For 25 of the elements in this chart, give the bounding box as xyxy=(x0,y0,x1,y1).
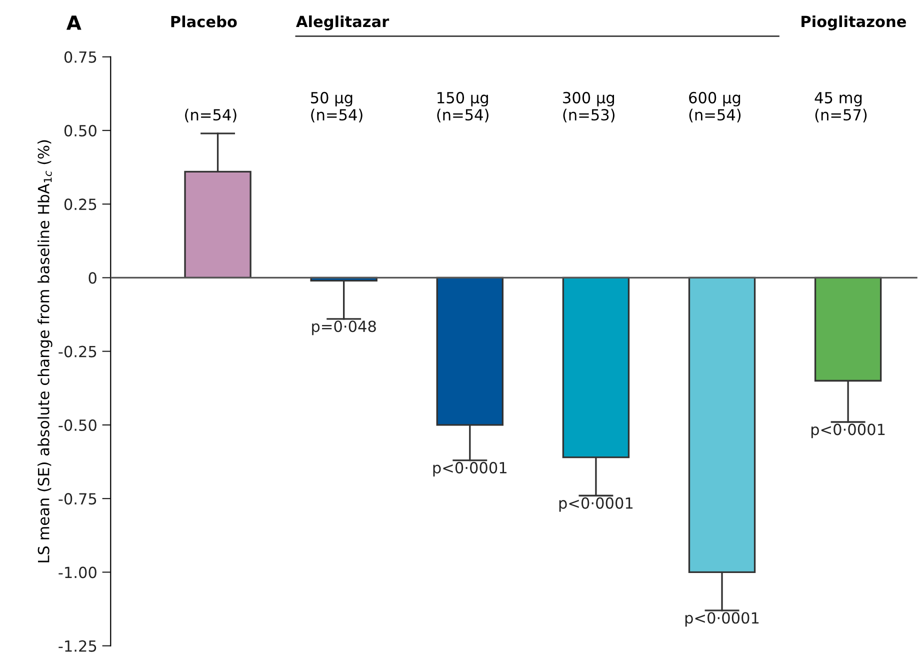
data-label: p<0·0001 xyxy=(433,462,506,476)
y-tick-label: 0.50 xyxy=(64,124,96,136)
text: Pioglitazone xyxy=(802,15,906,30)
y-tick-label: -0.50 xyxy=(58,419,96,431)
y-axis-title: LS mean (SE) absolute change from baseline HbA$_{1c}$ (%) xyxy=(38,140,52,562)
y-tick-label: 0.25 xyxy=(64,198,96,210)
x-tick-label: 50 µg (n=54) xyxy=(311,92,362,122)
x-tick-label: 150 µg (n=54) xyxy=(437,92,488,122)
y-tick-label: -0.25 xyxy=(58,346,96,358)
x-tick-label: 300 µg (n=53) xyxy=(563,92,614,122)
y-tick-label: -0.75 xyxy=(58,493,96,505)
text: Aleglitazar xyxy=(296,15,390,30)
x-tick-label: 45 mg (n=57) xyxy=(814,92,867,122)
chart-title: A xyxy=(66,16,82,30)
text: Placebo xyxy=(171,16,237,28)
data-label: p<0·0001 xyxy=(811,424,885,438)
y-tick-label: 0.75 xyxy=(64,51,96,63)
x-tick-label: 600 µg (n=54) xyxy=(689,92,741,122)
y-tick-label: 0 xyxy=(88,272,96,284)
data-label: p=0·048 xyxy=(312,320,376,336)
y-tick-label: -1.25 xyxy=(58,640,96,652)
y-tick-label: -1.00 xyxy=(58,566,96,578)
x-tick-label: (n=54) xyxy=(185,108,236,122)
data-label: p<0·0001 xyxy=(685,612,759,627)
data-label: p<0·0001 xyxy=(559,497,633,512)
